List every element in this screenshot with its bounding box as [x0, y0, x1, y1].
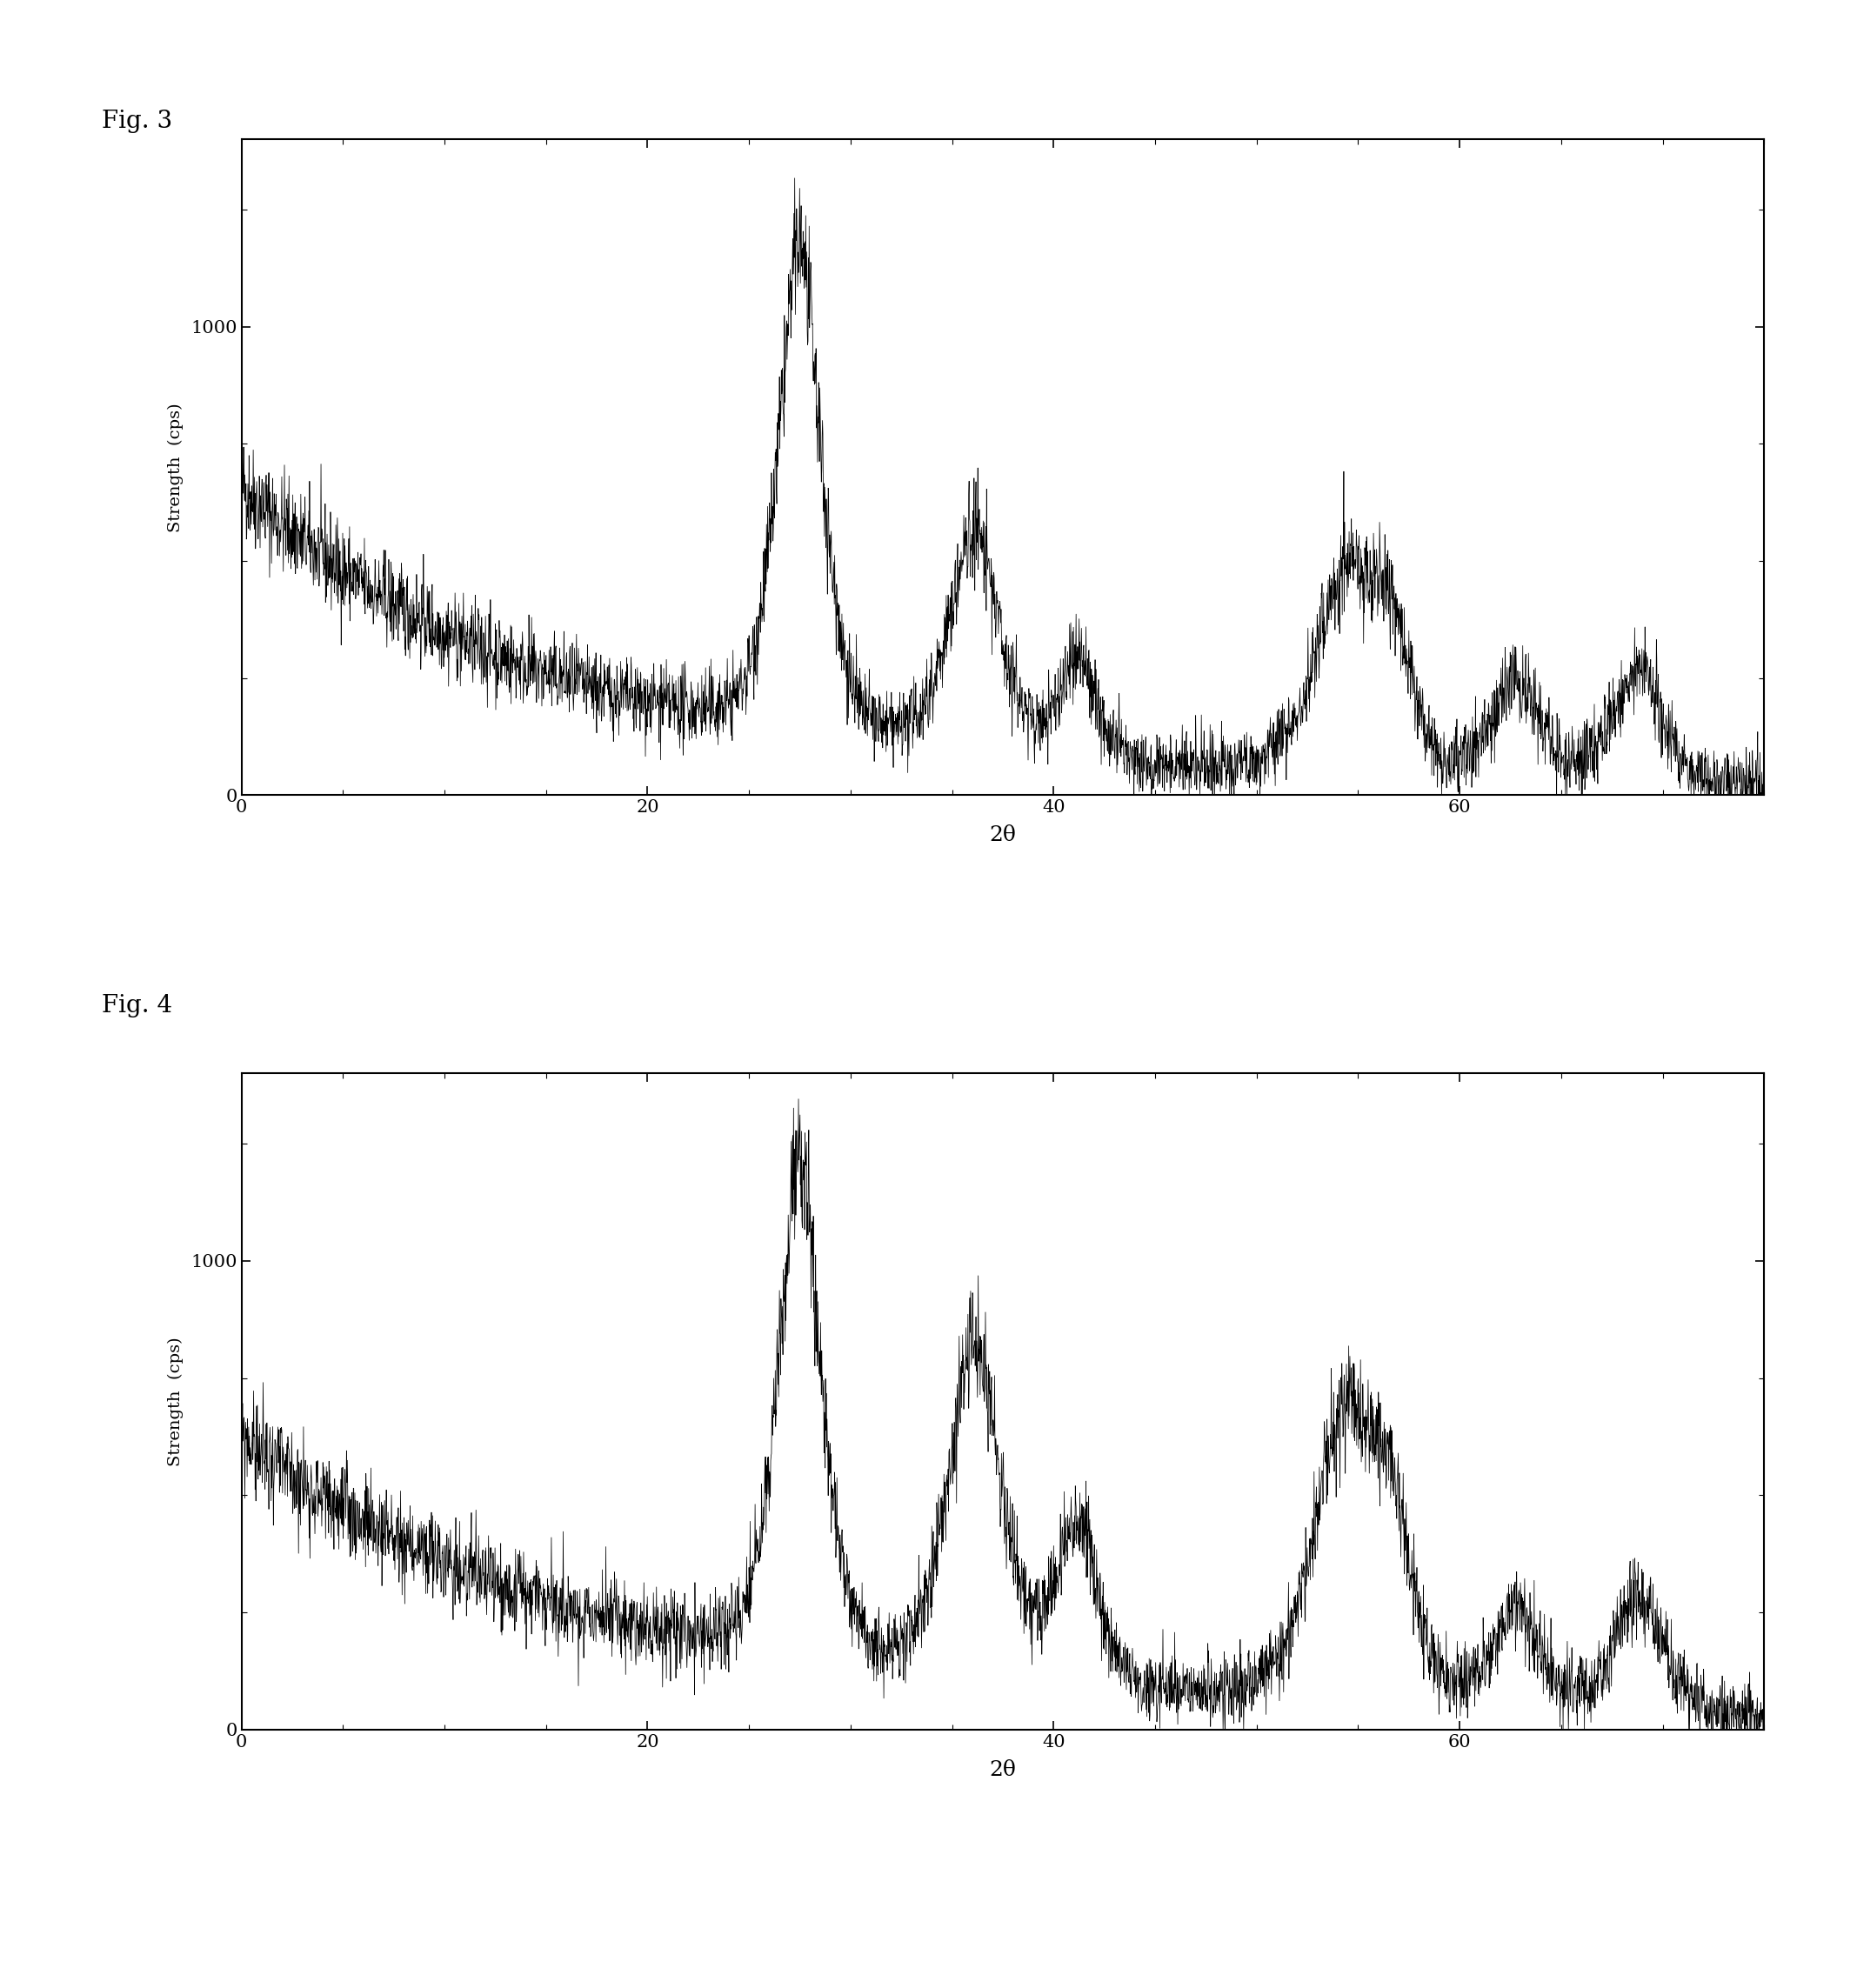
X-axis label: 2θ: 2θ — [990, 1759, 1016, 1779]
Y-axis label: Strength  (cps): Strength (cps) — [167, 1336, 184, 1467]
Y-axis label: Strength  (cps): Strength (cps) — [167, 402, 184, 533]
X-axis label: 2θ: 2θ — [990, 825, 1016, 845]
Text: Fig. 4: Fig. 4 — [102, 994, 173, 1018]
Text: Fig. 3: Fig. 3 — [102, 109, 173, 133]
